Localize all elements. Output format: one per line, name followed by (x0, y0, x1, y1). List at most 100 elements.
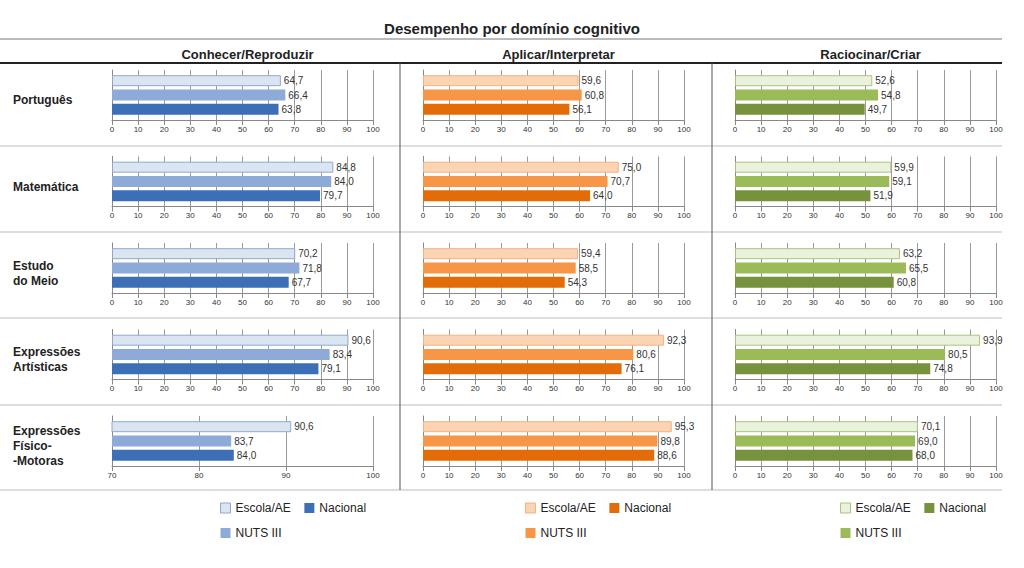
svg-text:30: 30 (497, 298, 506, 307)
svg-text:59,9: 59,9 (894, 162, 914, 173)
svg-text:50: 50 (861, 471, 870, 480)
svg-text:70: 70 (913, 298, 922, 307)
svg-text:Escola/AE: Escola/AE (541, 501, 596, 515)
svg-text:40: 40 (523, 384, 532, 393)
svg-text:20: 20 (160, 384, 169, 393)
svg-text:40: 40 (523, 298, 532, 307)
svg-text:50: 50 (549, 471, 558, 480)
svg-text:50: 50 (861, 125, 870, 134)
svg-text:50: 50 (861, 384, 870, 393)
svg-text:10: 10 (757, 298, 766, 307)
svg-text:70: 70 (290, 211, 299, 220)
svg-text:50: 50 (238, 211, 247, 220)
svg-text:90: 90 (653, 125, 662, 134)
svg-text:60: 60 (264, 211, 273, 220)
svg-text:100: 100 (989, 211, 1003, 220)
svg-text:65,5: 65,5 (909, 263, 929, 274)
svg-text:49,7: 49,7 (868, 104, 888, 115)
svg-text:-Motoras: -Motoras (13, 454, 64, 468)
svg-text:Expressões: Expressões (13, 345, 81, 359)
svg-text:69,0: 69,0 (918, 436, 938, 447)
svg-text:do Meio: do Meio (13, 274, 58, 288)
svg-text:100: 100 (989, 471, 1003, 480)
svg-text:100: 100 (677, 384, 691, 393)
svg-text:93,9: 93,9 (983, 335, 1003, 346)
svg-text:20: 20 (783, 125, 792, 134)
svg-text:58,5: 58,5 (579, 263, 599, 274)
svg-text:20: 20 (471, 384, 480, 393)
svg-text:88,6: 88,6 (657, 450, 677, 461)
svg-text:80: 80 (939, 471, 948, 480)
svg-text:20: 20 (471, 125, 480, 134)
svg-text:30: 30 (809, 471, 818, 480)
svg-text:NUTS III: NUTS III (236, 526, 282, 540)
svg-text:Expressões: Expressões (13, 424, 81, 438)
svg-text:30: 30 (497, 471, 506, 480)
svg-text:40: 40 (835, 298, 844, 307)
svg-text:90,6: 90,6 (351, 335, 371, 346)
svg-text:Aplicar/Interpretar: Aplicar/Interpretar (502, 47, 615, 62)
svg-text:70,2: 70,2 (298, 248, 318, 259)
svg-text:100: 100 (366, 125, 380, 134)
svg-text:71,8: 71,8 (302, 263, 322, 274)
svg-text:10: 10 (445, 471, 454, 480)
svg-text:80: 80 (939, 211, 948, 220)
svg-text:70,1: 70,1 (921, 421, 941, 432)
svg-text:40: 40 (212, 298, 221, 307)
svg-text:20: 20 (471, 211, 480, 220)
svg-text:60: 60 (575, 211, 584, 220)
svg-text:0: 0 (733, 471, 738, 480)
svg-text:76,1: 76,1 (625, 363, 645, 374)
svg-text:80: 80 (316, 298, 325, 307)
svg-text:20: 20 (160, 298, 169, 307)
svg-text:83,4: 83,4 (333, 349, 353, 360)
svg-text:40: 40 (523, 125, 532, 134)
svg-text:66,4: 66,4 (288, 90, 308, 101)
svg-text:40: 40 (523, 471, 532, 480)
svg-text:100: 100 (366, 471, 380, 480)
svg-text:63,8: 63,8 (282, 104, 302, 115)
svg-text:20: 20 (160, 125, 169, 134)
svg-text:30: 30 (186, 298, 195, 307)
svg-text:60: 60 (887, 211, 896, 220)
svg-text:83,7: 83,7 (234, 436, 254, 447)
svg-text:30: 30 (497, 211, 506, 220)
svg-text:70,7: 70,7 (611, 176, 631, 187)
svg-text:100: 100 (677, 211, 691, 220)
svg-text:50: 50 (549, 125, 558, 134)
svg-text:30: 30 (186, 384, 195, 393)
svg-text:70: 70 (913, 384, 922, 393)
svg-text:90: 90 (965, 298, 974, 307)
svg-text:90: 90 (653, 298, 662, 307)
svg-text:80: 80 (939, 125, 948, 134)
svg-text:60: 60 (264, 384, 273, 393)
svg-text:60: 60 (887, 384, 896, 393)
svg-text:60: 60 (887, 471, 896, 480)
svg-text:NUTS III: NUTS III (541, 526, 587, 540)
svg-text:79,1: 79,1 (321, 363, 341, 374)
svg-text:10: 10 (757, 471, 766, 480)
svg-text:Desempenho por domínio cogniti: Desempenho por domínio cognitivo (384, 20, 640, 37)
svg-text:54,3: 54,3 (568, 277, 588, 288)
svg-text:64,0: 64,0 (593, 190, 613, 201)
svg-text:10: 10 (757, 211, 766, 220)
svg-text:90: 90 (965, 471, 974, 480)
svg-text:20: 20 (471, 471, 480, 480)
svg-text:84,8: 84,8 (336, 162, 356, 173)
svg-text:20: 20 (783, 298, 792, 307)
svg-text:80: 80 (939, 298, 948, 307)
svg-text:Matemática: Matemática (13, 180, 79, 194)
svg-text:90: 90 (653, 211, 662, 220)
svg-text:80: 80 (316, 384, 325, 393)
svg-text:80: 80 (316, 125, 325, 134)
svg-text:100: 100 (677, 125, 691, 134)
svg-text:60: 60 (575, 384, 584, 393)
svg-text:90: 90 (282, 471, 291, 480)
svg-text:40: 40 (835, 211, 844, 220)
svg-text:89,8: 89,8 (660, 436, 680, 447)
svg-text:100: 100 (989, 298, 1003, 307)
svg-text:0: 0 (733, 384, 738, 393)
svg-text:74,8: 74,8 (933, 363, 953, 374)
svg-text:10: 10 (134, 298, 143, 307)
svg-text:75,0: 75,0 (622, 162, 642, 173)
